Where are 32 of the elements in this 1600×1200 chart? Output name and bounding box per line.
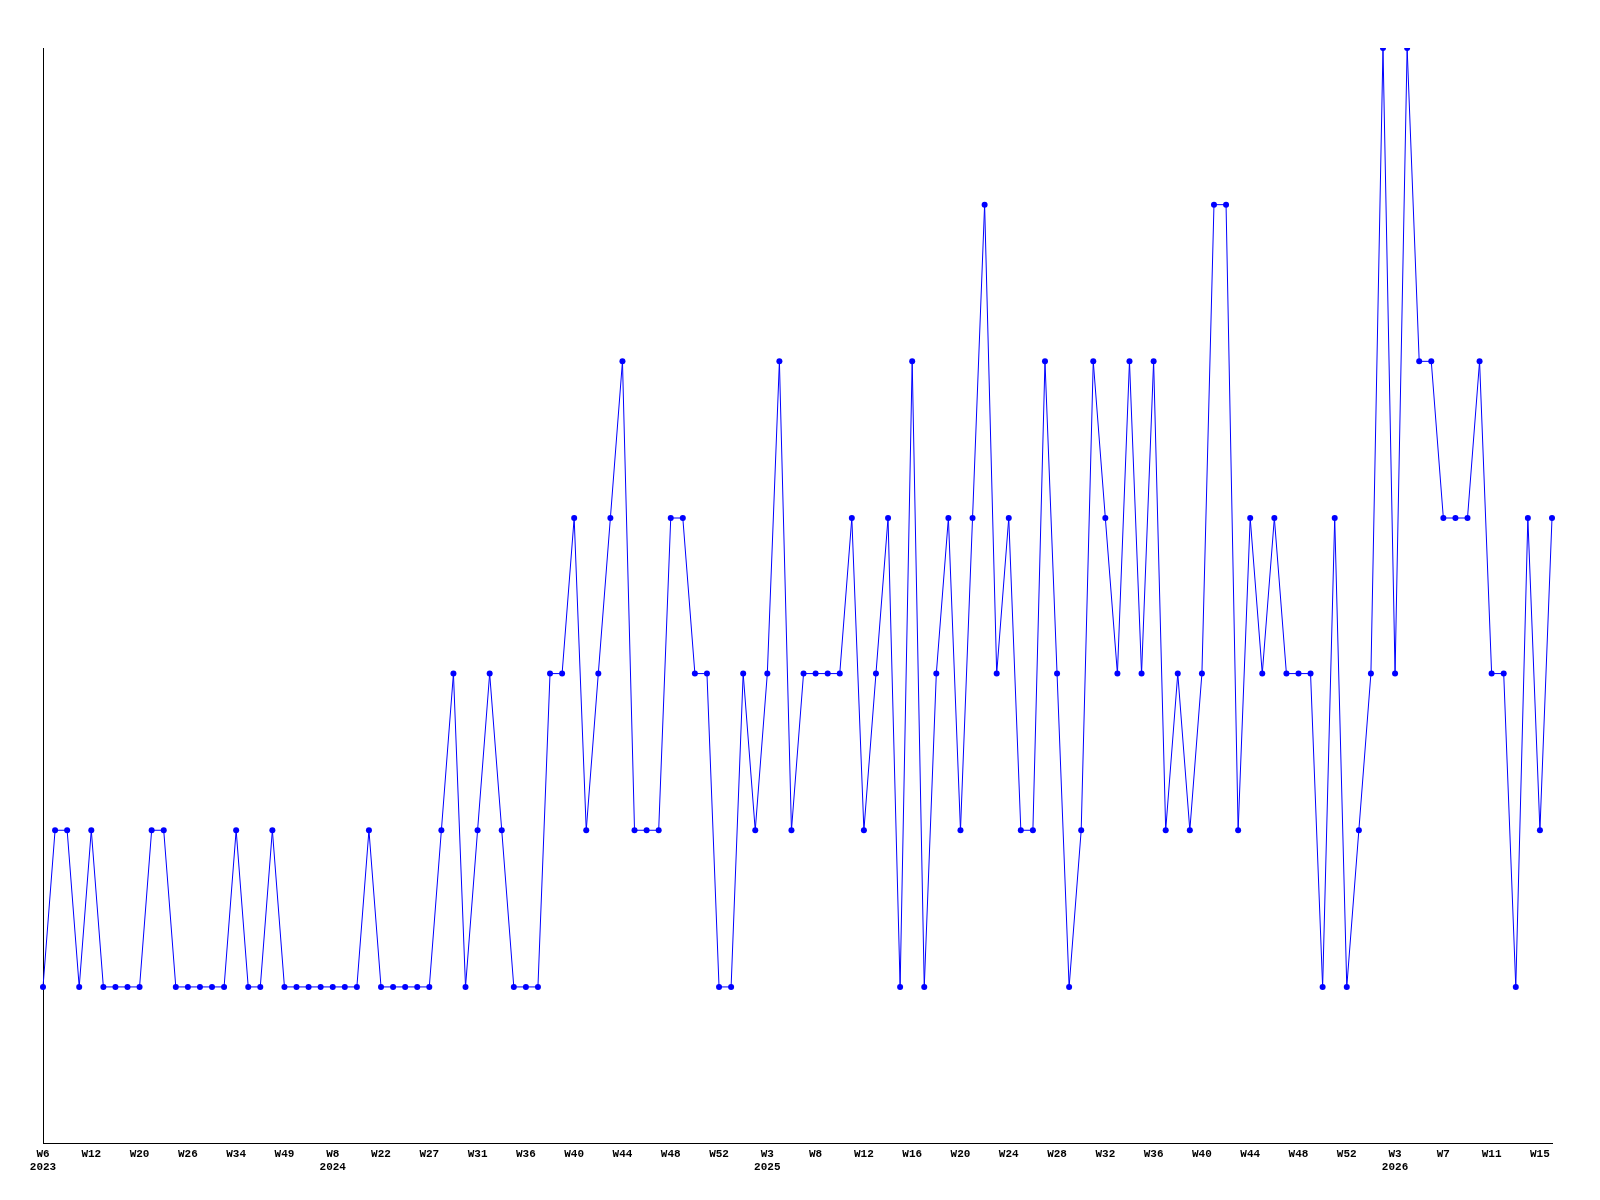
x-tick-label: W48 <box>1288 1147 1309 1160</box>
x-tick-label: W3 2025 <box>754 1147 781 1174</box>
x-tick-label: W31 <box>467 1147 488 1160</box>
x-tick-label: W16 <box>902 1147 923 1160</box>
x-tick-label: W40 <box>564 1147 585 1160</box>
x-tick-label: W48 <box>660 1147 682 1160</box>
x-tick-label: W40 <box>1192 1147 1212 1160</box>
x-tick-label: W49 <box>274 1147 295 1160</box>
x-tick-label: W22 <box>371 1147 391 1160</box>
x-tick-label: W8 <box>809 1147 823 1160</box>
x-tick-label: W12 <box>81 1147 102 1160</box>
x-tick-label: W24 <box>998 1147 1020 1160</box>
x-tick-label: W36 <box>515 1147 536 1160</box>
x-tick-label: W20 <box>950 1147 971 1160</box>
x-tick-label: W28 <box>1047 1147 1068 1160</box>
x-tick-label: W34 <box>226 1147 247 1160</box>
x-tick-label: W6 2023 <box>29 1147 57 1174</box>
x-tick-label: W32 <box>1095 1147 1116 1160</box>
x-tick-label: W52 <box>1336 1147 1357 1160</box>
x-tick-label: W7 <box>1436 1147 1450 1160</box>
x-tick-label: W26 <box>177 1147 198 1160</box>
x-tick-label: W8 2024 <box>319 1147 347 1174</box>
x-tick-label: W27 <box>419 1147 440 1160</box>
x-tick-label: W52 <box>709 1147 729 1160</box>
x-tick-label: W36 <box>1143 1147 1164 1160</box>
x-tick-label: W44 <box>612 1147 633 1160</box>
x-tick-label: W20 <box>129 1147 150 1160</box>
x-tick-label: W44 <box>1240 1147 1261 1160</box>
x-tick-label: W3 2026 <box>1381 1147 1409 1174</box>
x-tick-label: W11 <box>1481 1147 1502 1160</box>
x-tick-label: W15 <box>1530 1147 1551 1160</box>
x-tick-label: W12 <box>853 1147 874 1160</box>
